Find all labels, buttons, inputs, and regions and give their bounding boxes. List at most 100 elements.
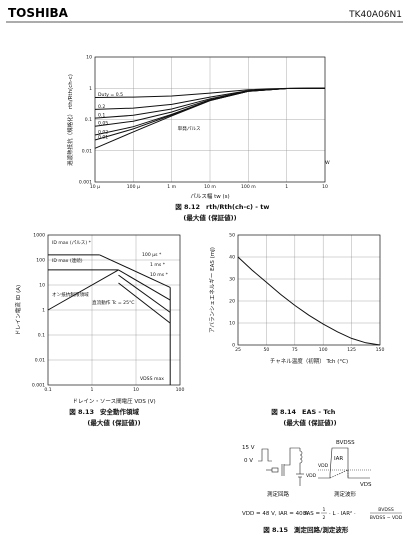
series-label: 0.01: [98, 135, 108, 141]
x-tick-label: 10 µ: [90, 184, 100, 190]
x-tick-label: 100: [176, 387, 185, 393]
caption: 図 8.15: [263, 525, 288, 534]
y-tick-label: 20: [229, 299, 235, 305]
vdd-label: VDD: [318, 463, 329, 469]
series-label: オン抵抗制限領域: [52, 291, 89, 298]
x-tick-label: 25: [235, 347, 241, 353]
drain-source: [284, 447, 300, 466]
y-tick-label: 0.1: [38, 333, 45, 339]
caption-formula: EAS - Tch: [302, 408, 336, 416]
y-tick-label: 0.001: [32, 383, 45, 389]
x-tick-label: 10: [133, 387, 139, 393]
test-waveform: BVDSS IAR VDD VDS 測定波形: [318, 440, 372, 498]
plot-frame: [237, 234, 381, 346]
caption: 図 8.13: [69, 407, 94, 416]
gate-high: 15 V: [242, 445, 255, 451]
soa-line: [47, 269, 119, 311]
series-label: 0.2: [98, 104, 105, 110]
thermal-curve: [94, 87, 326, 149]
part-number: TK40A06N1: [348, 10, 402, 20]
gate-pulse: [258, 448, 272, 462]
x-tick-label: 1: [91, 387, 94, 393]
series-label: 100 µs *: [142, 252, 162, 258]
eq-frac-den: BVDSS − VDD: [370, 515, 403, 521]
equation: VDD = 48 V, IAR = 40 A EAS = 1 2 · L · I…: [242, 507, 403, 521]
x-tick-label: 1: [285, 184, 288, 190]
y-tick-label: 10: [229, 321, 235, 327]
eas-curve: [237, 256, 381, 346]
y-axis-label: 過渡熱抵抗（規格化） rth/Rth(ch-c): [66, 74, 74, 166]
series-label: 0.1: [98, 113, 105, 119]
eq-num: 1: [323, 507, 326, 513]
vdd-circuit: VDD: [306, 473, 317, 479]
y-tick-label: 30: [229, 277, 235, 283]
x-tick-label: 1 m: [167, 184, 176, 190]
vds-waveform: [318, 447, 370, 479]
vds-label: VDS: [360, 482, 372, 488]
test-circuit: 15 V 0 V VDD 測定回路: [242, 445, 317, 498]
eq-frac-num: BVDSS: [378, 507, 394, 513]
caption-note: (最大値 (保証値)): [183, 213, 236, 222]
x-axis-label: チャネル温度（初期） Tch (°C): [270, 357, 348, 365]
y-tick-label: 40: [229, 255, 235, 261]
soa-line: [118, 274, 171, 313]
caption-note: (最大値 (保証値)): [283, 418, 336, 427]
y-tick-label: 50: [229, 233, 235, 239]
x-tick-label: 75: [292, 347, 298, 353]
y-axis-label: アバランシェエネルギー EAS (mJ): [209, 247, 216, 333]
eq-den: 2: [323, 515, 326, 521]
iar-label: IAR: [334, 456, 343, 462]
soa-line: [99, 254, 171, 288]
series-label: ID max (連続): [52, 257, 83, 264]
caption-formula: rth/Rth(ch-c) - tw: [206, 203, 269, 211]
caption: 図 8.14: [271, 407, 296, 416]
y-tick-label: 0.1: [85, 117, 92, 123]
y-tick-label: 1: [89, 86, 92, 92]
y-tick-label: 0.001: [79, 180, 92, 186]
brand: TOSHIBA: [8, 6, 69, 20]
iar-waveform: [329, 469, 349, 479]
series-label: Duty = 0.5: [98, 92, 123, 98]
caption-text: 測定回路/測定波形: [294, 525, 349, 534]
x-tick-label: 10 m: [204, 184, 216, 190]
y-tick-label: 10: [86, 55, 92, 61]
y-axis-label: ドレイン電流 ID (A): [14, 285, 22, 335]
x-tick-label: 10: [322, 184, 328, 190]
x-tick-label: 0.1: [44, 387, 51, 393]
series-label: 直流動作 Tc = 25°C: [92, 299, 135, 306]
series-label: ID max (パルス) *: [52, 240, 92, 246]
y-tick-label: 0.01: [35, 358, 45, 364]
series-label: VDSS max: [140, 376, 164, 382]
waveform-label: 測定波形: [334, 490, 357, 498]
series-label: 1 ms *: [150, 262, 166, 268]
y-tick-label: 0: [232, 343, 235, 349]
x-axis-label: パルス幅 tw (s): [190, 192, 229, 200]
x-axis-label: ドレイン・ソース間電圧 VDS (V): [72, 398, 155, 405]
series-label: 単発パルス: [178, 125, 201, 132]
soa-line: [118, 269, 171, 301]
series-label: 0.05: [98, 121, 108, 127]
caption-text: 安全動作領域: [100, 407, 140, 416]
y-tick-label: 0.01: [82, 148, 92, 154]
x-tick-label: 50: [263, 347, 269, 353]
x-tick-label: 100 m: [241, 184, 256, 190]
y-tick-label: 1: [42, 308, 45, 314]
gate-resistor: [271, 467, 279, 473]
plot-area: [238, 235, 380, 345]
circuit-label: 測定回路: [267, 490, 290, 498]
series-label: 10 ms *: [150, 272, 169, 278]
caption: 図 8.12: [175, 202, 200, 211]
y-tick-label: 10: [39, 283, 45, 289]
series-label: 0.02: [98, 129, 108, 135]
bvdss-label: BVDSS: [336, 440, 355, 446]
inductor: [299, 448, 303, 466]
x-tick-label: 100: [319, 347, 328, 353]
eq-mid: · L · IAR² ·: [329, 510, 356, 517]
x-tick-label: 100 µ: [127, 184, 140, 190]
eq-lhs: EAS =: [303, 511, 320, 517]
soa-line: [118, 282, 171, 324]
conditions: VDD = 48 V, IAR = 40 A: [242, 511, 308, 517]
x-tick-label: 125: [347, 347, 356, 353]
plot-frame: [94, 56, 326, 183]
